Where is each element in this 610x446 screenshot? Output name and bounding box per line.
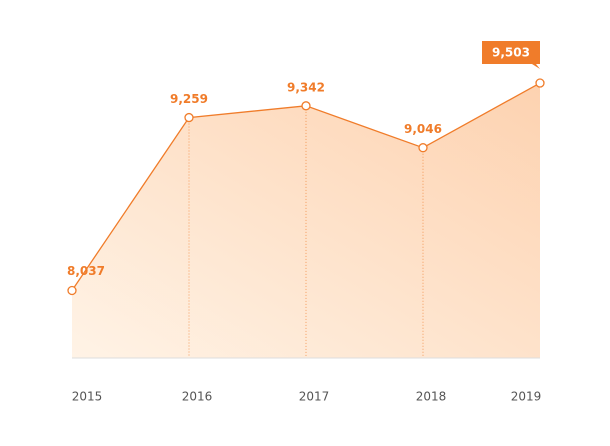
x-tick-label: 2017 [299, 390, 330, 404]
point [418, 143, 428, 153]
value-label: 9,342 [287, 80, 325, 94]
point [67, 285, 77, 296]
value-label: 9,259 [170, 92, 208, 106]
x-tick-label: 2019 [511, 390, 542, 404]
value-label: 9,046 [404, 122, 442, 136]
point [535, 78, 545, 88]
point [301, 101, 311, 111]
point [184, 112, 194, 123]
value-label: 9,503 [492, 46, 530, 60]
callout-box [482, 41, 540, 70]
value-label: 8,037 [67, 264, 105, 278]
x-tick-label: 2015 [72, 390, 103, 404]
x-tick-label: 2018 [416, 390, 447, 404]
x-tick-label: 2016 [182, 390, 213, 404]
